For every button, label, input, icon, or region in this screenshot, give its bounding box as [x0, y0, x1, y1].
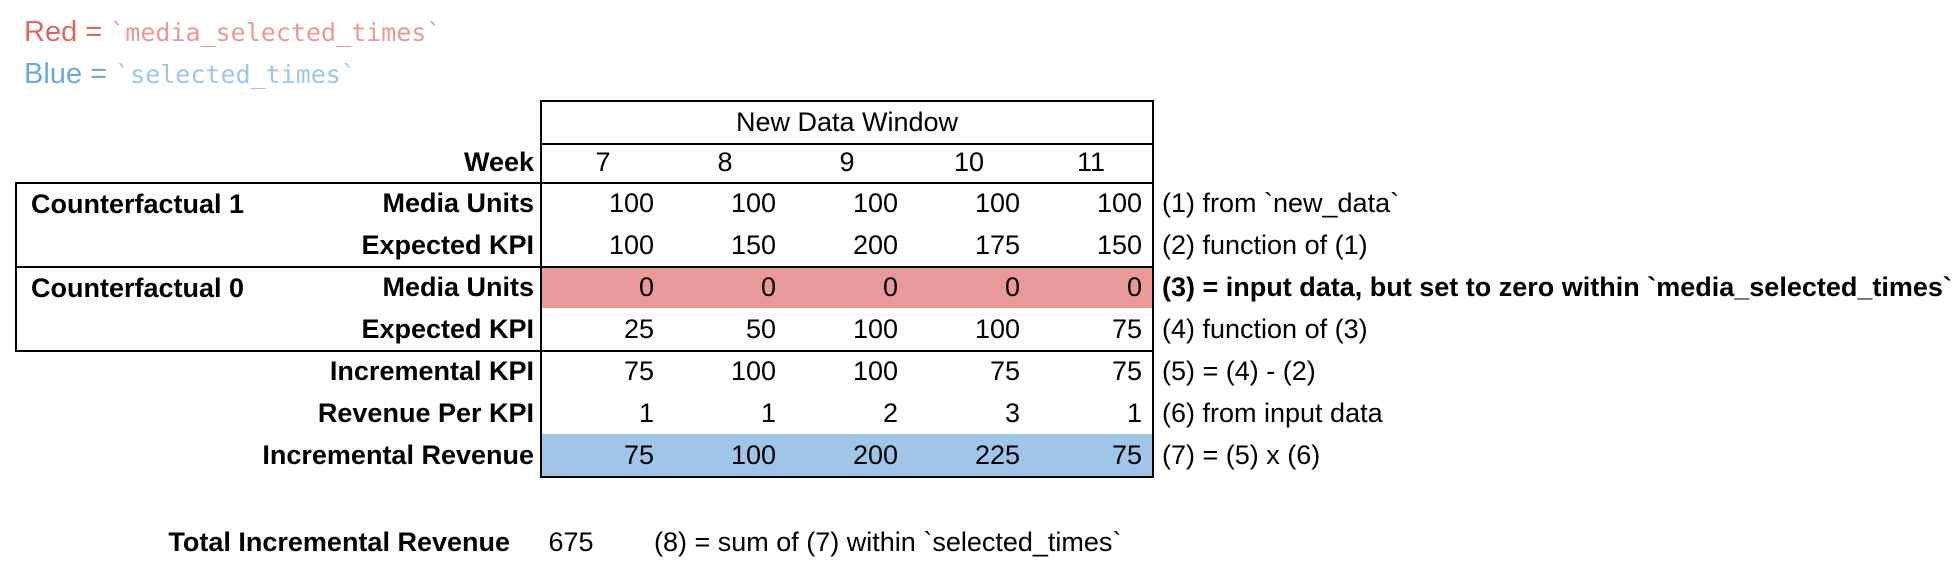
row-label-revenue-per-kpi: Revenue Per KPI — [317, 398, 534, 428]
annotation-4: (4) function of (3) — [1162, 314, 1368, 344]
table-cell: 2 — [882, 398, 898, 428]
divider — [542, 350, 1152, 352]
counterfactual-0-label: Counterfactual 0 — [31, 273, 245, 303]
table-cell: 100 — [852, 356, 898, 386]
legend-red-line: Red = `media_selected_times` — [24, 11, 441, 53]
legend-red-label: Red = — [24, 16, 111, 48]
row-label-incremental-kpi: Incremental KPI — [329, 356, 534, 386]
data-table: New Data Window 7 8 9 10 11 100 100 100 100 100 … — [540, 100, 1154, 478]
week-row-label: Week — [463, 147, 534, 177]
week-cell: 8 — [717, 147, 733, 177]
table-cell: 200 — [852, 440, 898, 470]
blue-highlight-band — [542, 434, 1152, 476]
table-cell: 0 — [1126, 272, 1142, 302]
table-cell: 100 — [852, 188, 898, 218]
annotation-2: (2) function of (1) — [1162, 230, 1368, 260]
table-cell: 0 — [760, 272, 776, 302]
divider — [542, 266, 1152, 268]
legend-red-code: `media_selected_times` — [110, 18, 442, 47]
annotation-7: (7) = (5) x (6) — [1162, 440, 1321, 470]
table-cell: 1 — [638, 398, 654, 428]
row-label-media-units-cf1: Media Units — [382, 188, 534, 218]
table-row-red: 0 0 0 0 0 — [542, 266, 1152, 308]
table-row: 100 100 100 100 100 — [542, 182, 1152, 224]
table-cell: 175 — [974, 230, 1020, 260]
table-row: 75 100 100 75 75 — [542, 350, 1152, 392]
table-cell: 3 — [1004, 398, 1020, 428]
annotation-1: (1) from `new_data` — [1162, 188, 1400, 218]
counterfactual-1-box: Counterfactual 1 — [15, 182, 542, 268]
row-label-expected-kpi-cf0: Expected KPI — [361, 314, 534, 344]
table-cell: 75 — [1111, 314, 1142, 344]
week-cell: 7 — [595, 147, 611, 177]
table-cell: 100 — [608, 230, 654, 260]
table-cell: 50 — [745, 314, 776, 344]
legend-blue-code: `selected_times` — [115, 60, 356, 89]
table-cell: 75 — [1111, 356, 1142, 386]
table-cell: 100 — [608, 188, 654, 218]
table-cell: 75 — [989, 356, 1020, 386]
row-label-expected-kpi-cf1: Expected KPI — [361, 230, 534, 260]
table-cell: 0 — [882, 272, 898, 302]
table-cell: 75 — [623, 356, 654, 386]
table-row: 25 50 100 100 75 — [542, 308, 1152, 350]
table-row: 1 1 2 3 1 — [542, 392, 1152, 434]
table-cell: 200 — [852, 230, 898, 260]
total-incremental-revenue-value: 675 — [548, 527, 594, 557]
divider — [542, 143, 1152, 145]
table-cell: 100 — [974, 314, 1020, 344]
divider — [542, 182, 1152, 184]
total-incremental-revenue-label: Total Incremental Revenue — [168, 527, 510, 557]
table-cell: 150 — [1096, 230, 1142, 260]
legend-blue-label: Blue = — [24, 58, 116, 90]
annotation-6: (6) from input data — [1162, 398, 1383, 428]
table-cell: 150 — [730, 230, 776, 260]
annotation-8: (8) = sum of (7) within `selected_times` — [654, 527, 1122, 557]
table-cell: 0 — [1004, 272, 1020, 302]
row-label-media-units-cf0: Media Units — [382, 272, 534, 302]
table-cell: 100 — [730, 356, 776, 386]
table-cell: 225 — [974, 440, 1020, 470]
table-cell: 1 — [760, 398, 776, 428]
new-data-window-header: New Data Window — [735, 107, 959, 137]
table-cell: 0 — [638, 272, 654, 302]
week-cell: 11 — [1076, 147, 1106, 177]
annotation-3: (3) = input data, but set to zero within… — [1162, 272, 1952, 302]
table-cell: 100 — [1096, 188, 1142, 218]
table-row: 100 150 200 175 150 — [542, 224, 1152, 266]
week-cell: 10 — [953, 147, 985, 177]
table-cell: 75 — [1111, 440, 1142, 470]
table-cell: 1 — [1126, 398, 1142, 428]
table-cell: 75 — [623, 440, 654, 470]
red-highlight-band — [542, 266, 1152, 308]
table-cell: 25 — [623, 314, 654, 344]
table-cell: 100 — [974, 188, 1020, 218]
table-row-blue: 75 100 200 225 75 — [542, 434, 1152, 476]
counterfactual-0-box: Counterfactual 0 — [15, 266, 542, 352]
annotation-5: (5) = (4) - (2) — [1162, 356, 1316, 386]
counterfactual-1-label: Counterfactual 1 — [31, 189, 245, 219]
week-cell: 9 — [839, 147, 855, 177]
row-label-incremental-revenue: Incremental Revenue — [262, 440, 534, 470]
table-cell: 100 — [730, 440, 776, 470]
table-cell: 100 — [730, 188, 776, 218]
legend: Red = `media_selected_times` Blue = `sel… — [24, 11, 441, 95]
legend-blue-line: Blue = `selected_times` — [24, 53, 441, 95]
table-cell: 100 — [852, 314, 898, 344]
week-number-row: 7 8 9 10 11 — [542, 143, 1152, 182]
